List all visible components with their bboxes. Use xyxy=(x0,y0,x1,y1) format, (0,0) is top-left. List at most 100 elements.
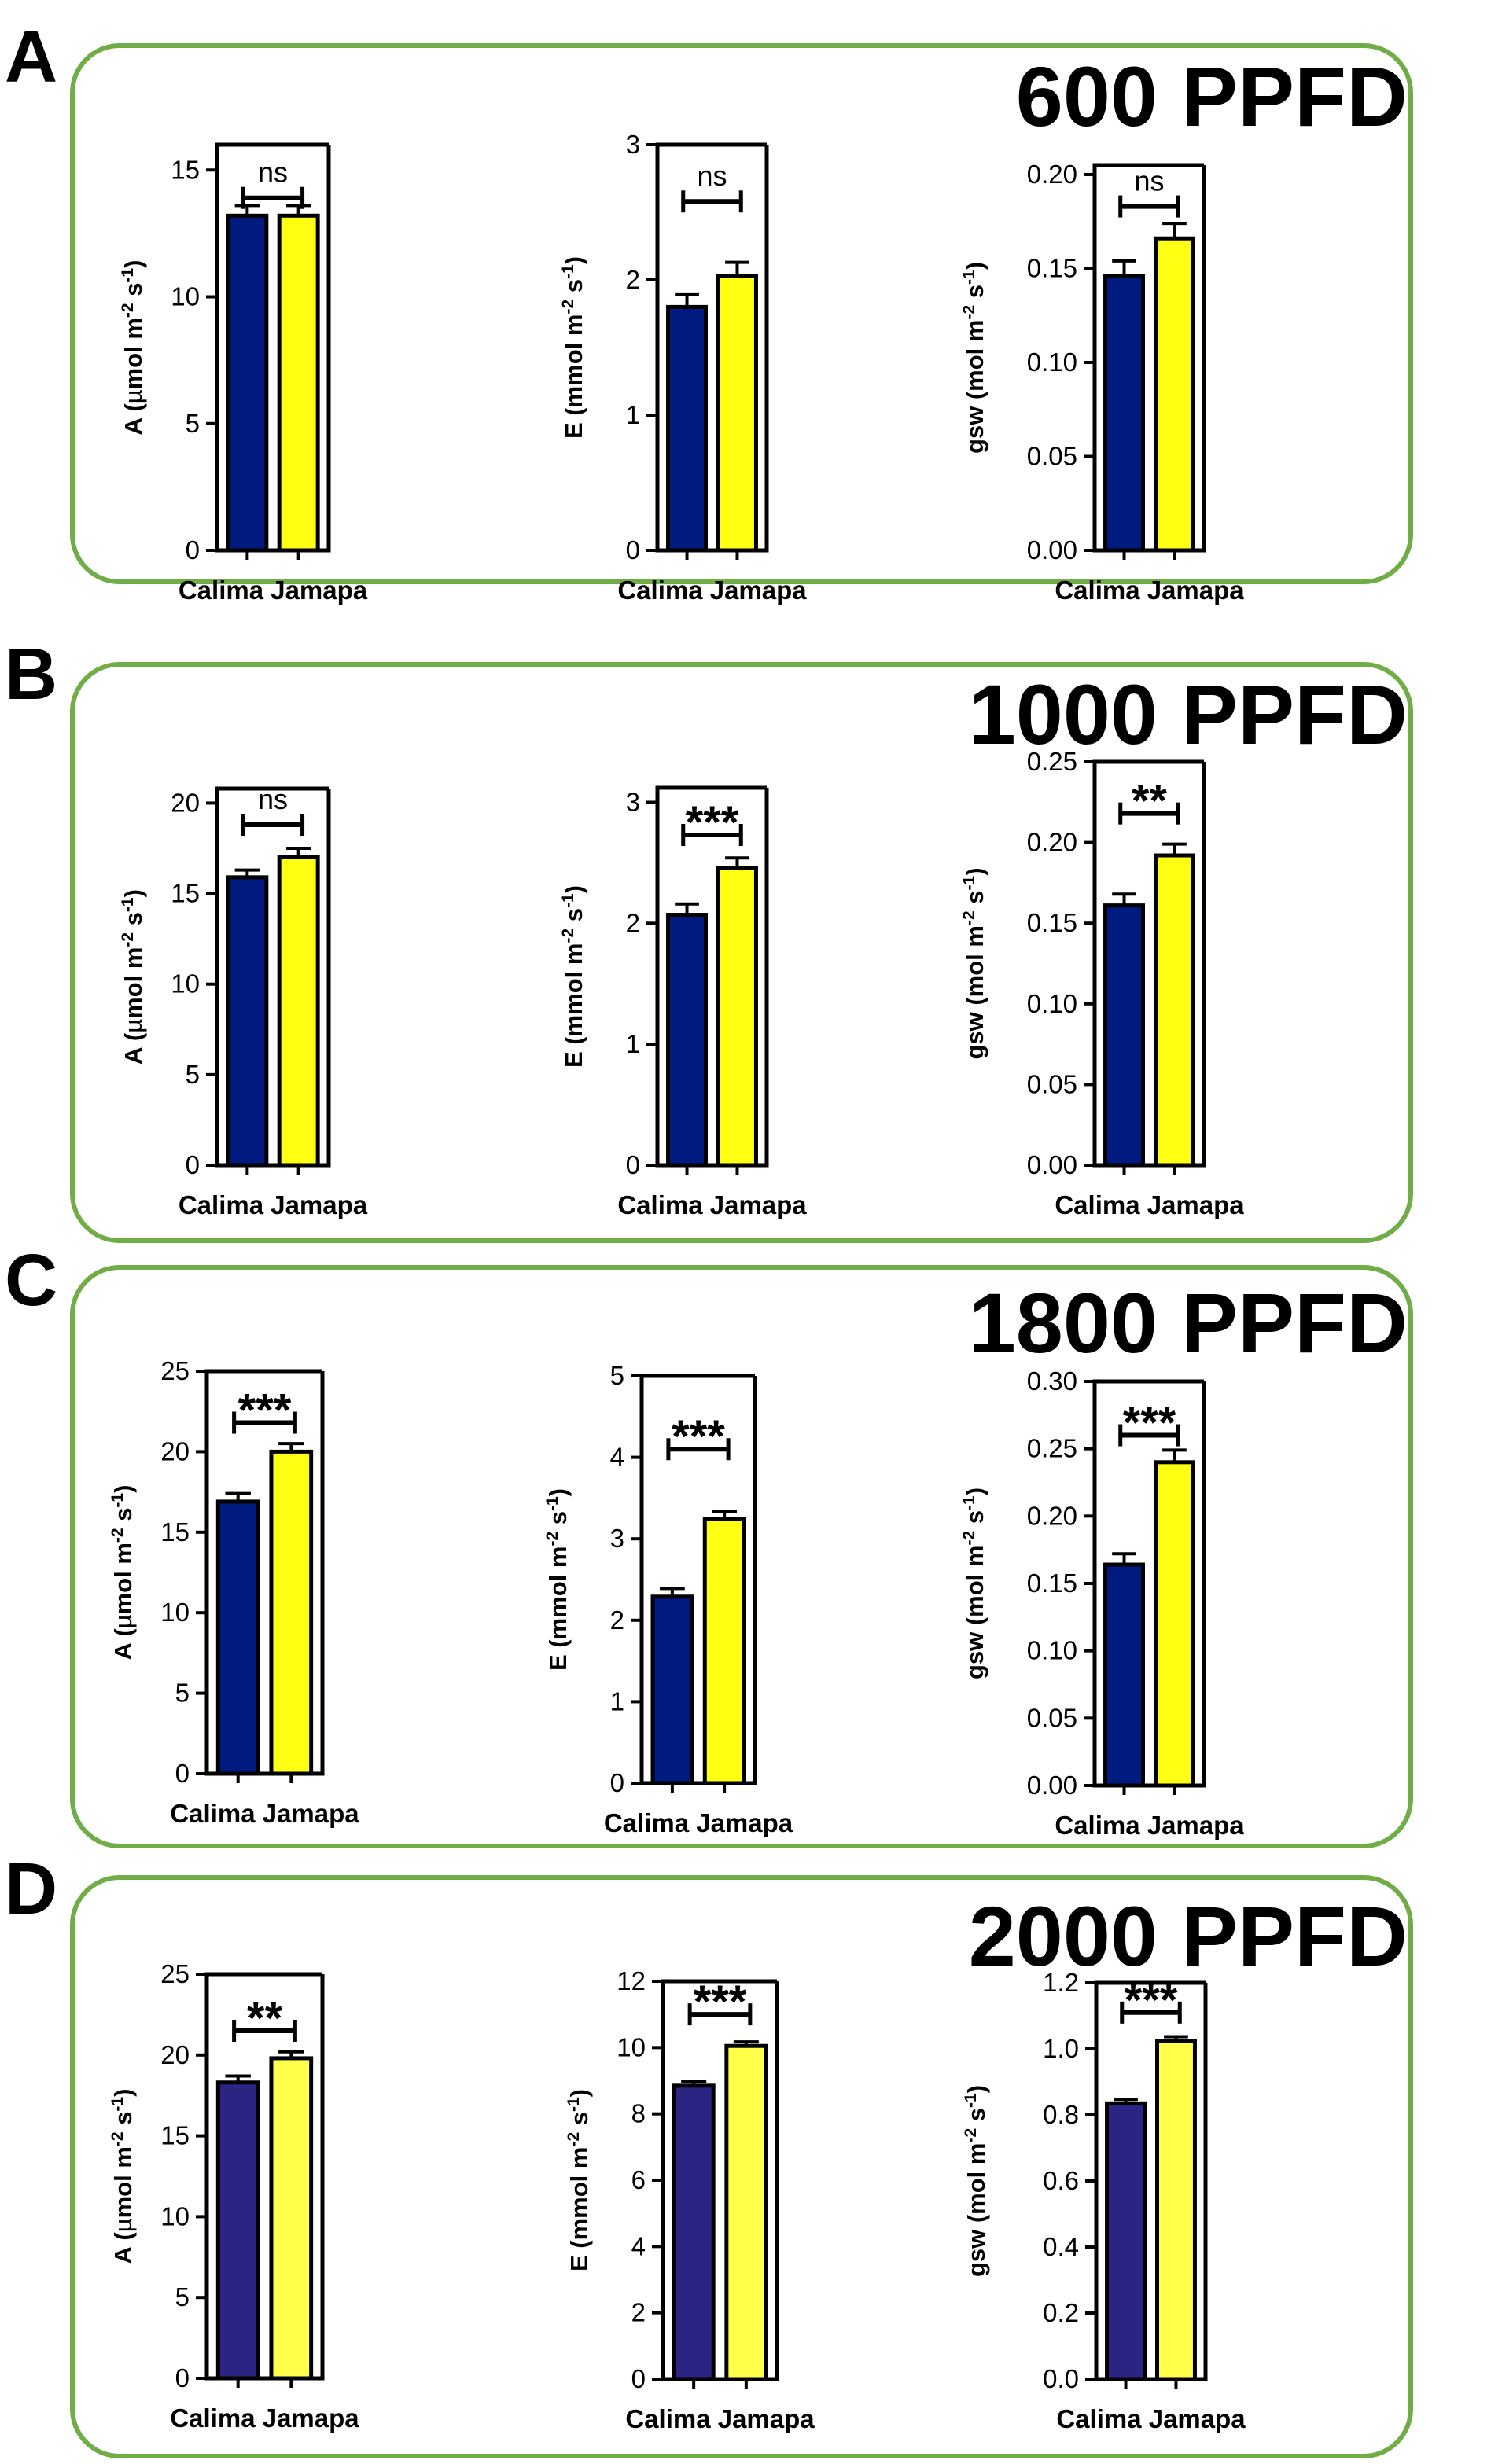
y-axis-label-part: ) xyxy=(560,256,587,264)
y-axis-label-part: E ( xyxy=(560,1036,587,1068)
bar-calima xyxy=(650,1594,694,1785)
y-tick-label: 15 xyxy=(160,1517,190,1546)
bar-jamapa xyxy=(702,1517,746,1785)
chart-b-1: 0 5 10 15 20 Calima Jamapa ns A (µmol m-2 s-1) xyxy=(119,783,368,1219)
panel-label: C xyxy=(5,1239,57,1321)
y-tick-label: 0.15 xyxy=(1027,908,1077,937)
y-axis-label-part: ) xyxy=(120,260,147,268)
y-tick-label: 12 xyxy=(617,1966,646,1995)
y-tick-label: 0.2 xyxy=(1043,2298,1079,2327)
bar-jamapa xyxy=(1153,853,1195,1168)
y-axis-label-part: mol m xyxy=(109,1543,137,1614)
y-tick-label: 0.20 xyxy=(1027,160,1077,189)
bar-calima xyxy=(1105,2101,1147,2381)
chart-b-3: 0.00 0.05 0.10 0.15 0.20 0.25 Calima Jamapa ** g… xyxy=(960,747,1245,1219)
y-axis-label: gsw (mol m-2 s-1) xyxy=(960,262,989,454)
panel-title: 1000 PPFD xyxy=(969,667,1408,762)
y-tick-label: 1.0 xyxy=(1043,2034,1079,2063)
y-tick-label: 20 xyxy=(160,2040,190,2069)
y-tick-label: 4 xyxy=(631,2231,646,2260)
significance-label: ** xyxy=(1132,776,1168,827)
y-axis-label-part: mmol m xyxy=(544,1546,572,1640)
y-axis-label: A (µmol m-2 s-1) xyxy=(119,889,148,1065)
y-axis-label-part: ) xyxy=(544,1488,572,1496)
chart-d-3: 0.0 0.2 0.4 0.6 0.8 1.0 1.2 Calima Jamapa *** gsw… xyxy=(962,1968,1246,2433)
bar-calima xyxy=(215,1499,260,1776)
y-tick-label: 20 xyxy=(171,788,200,817)
bar-calima xyxy=(672,2083,716,2381)
panel-title: 2000 PPFD xyxy=(969,1888,1408,1984)
y-axis-label-part: mmol m xyxy=(560,943,587,1037)
y-tick-label: 0 xyxy=(626,1150,640,1179)
y-axis-label-part: s xyxy=(963,2108,990,2128)
y-axis-label-part: s xyxy=(961,285,988,305)
chart-a-1: 0 5 10 15 Calima Jamapa ns A (µmol m-2 s-1) xyxy=(119,142,368,605)
y-axis-label-part: -1 xyxy=(559,893,577,908)
y-axis-label-part: ) xyxy=(961,1488,988,1495)
y-tick-label: 8 xyxy=(631,2099,646,2128)
x-axis-label: Calima Jamapa xyxy=(170,2403,359,2433)
y-axis-label-part: -2 xyxy=(109,2131,127,2146)
chart-c-1: 0 5 10 15 20 25 Calima Jamapa *** A (µmol m-2 s-… xyxy=(109,1356,360,1828)
y-axis-label-part: s xyxy=(961,1510,988,1531)
y-axis-label-part: A ( xyxy=(120,1032,147,1065)
y-tick-label: 0.6 xyxy=(1043,2166,1079,2195)
panel-frame xyxy=(70,1875,1413,2458)
bar-calima xyxy=(1103,1562,1146,1788)
y-tick-label: 10 xyxy=(171,969,200,998)
bar-jamapa xyxy=(724,2043,768,2381)
y-tick-label: 3 xyxy=(626,130,640,159)
y-axis-label-part: -1 xyxy=(960,1495,978,1510)
significance-label: ns xyxy=(1134,165,1164,197)
y-tick-label: 20 xyxy=(160,1436,190,1466)
y-axis-label-part: mol m xyxy=(961,1546,988,1617)
y-tick-label: 10 xyxy=(160,2201,190,2230)
y-axis-label-part: gsw ( xyxy=(961,1616,988,1679)
bar-calima xyxy=(226,875,269,1168)
y-tick-label: 0 xyxy=(186,535,200,565)
y-tick-label: 1 xyxy=(626,400,640,429)
y-tick-label: 0.05 xyxy=(1027,1703,1077,1732)
y-axis-label-part: s xyxy=(560,279,587,300)
y-axis-label-part: µ xyxy=(109,1614,137,1628)
y-axis-label-part: -1 xyxy=(119,897,137,912)
y-tick-label: 5 xyxy=(175,2282,190,2311)
y-tick-label: 0.30 xyxy=(1027,1366,1077,1396)
y-tick-label: 6 xyxy=(631,2165,646,2194)
bar-calima xyxy=(666,913,709,1168)
y-tick-label: 0 xyxy=(186,1150,200,1179)
y-axis-label-part: s xyxy=(109,1508,137,1528)
x-axis-label: Calima Jamapa xyxy=(617,576,807,605)
y-tick-label: 5 xyxy=(186,1060,200,1089)
y-tick-label: 0.00 xyxy=(1027,1150,1077,1179)
y-tick-label: 5 xyxy=(186,409,200,438)
y-axis-label-part: mol m xyxy=(963,2143,990,2215)
y-axis-label-part: ) xyxy=(120,889,147,897)
y-tick-label: 0.8 xyxy=(1043,2100,1079,2129)
y-tick-label: 0.4 xyxy=(1043,2232,1079,2261)
x-axis-label: Calima Jamapa xyxy=(1056,2404,1246,2433)
y-axis-label: gsw (mol m-2 s-1) xyxy=(962,2085,991,2277)
significance-label: ns xyxy=(258,156,288,189)
y-axis-label-part: ) xyxy=(961,867,988,875)
y-tick-label: 3 xyxy=(626,787,640,816)
y-tick-label: 2 xyxy=(626,265,640,294)
y-tick-label: 5 xyxy=(610,1361,624,1390)
y-axis-label-part: gsw ( xyxy=(961,997,988,1060)
x-axis-label: Calima Jamapa xyxy=(1055,1811,1244,1840)
y-axis-label-part: s xyxy=(120,283,147,303)
y-axis-label-part: -1 xyxy=(543,1496,561,1511)
significance-label: *** xyxy=(1125,1975,1178,2026)
y-axis-label-part: -2 xyxy=(960,1531,978,1546)
y-tick-label: 2 xyxy=(631,2298,646,2327)
y-axis-label: E (mmol m-2 s-1) xyxy=(565,2089,594,2271)
y-axis-label: E (mmol m-2 s-1) xyxy=(559,885,588,1068)
x-axis-label: Calima Jamapa xyxy=(1055,1190,1244,1219)
y-axis-label-part: s xyxy=(565,2112,593,2132)
y-tick-label: 0.00 xyxy=(1027,1771,1077,1800)
y-axis-label-part: µ xyxy=(120,1019,147,1033)
chart-c-3: 0.00 0.05 0.10 0.15 0.20 0.25 0.30 Calima Jamap… xyxy=(960,1366,1245,1840)
